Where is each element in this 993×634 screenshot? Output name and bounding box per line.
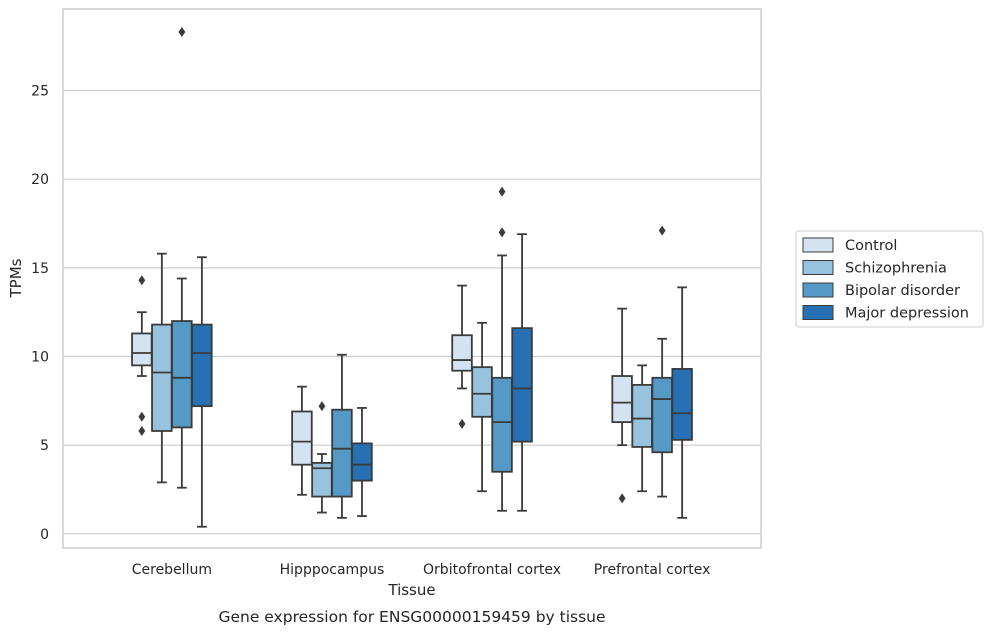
- chart-caption: Gene expression for ENSG00000159459 by t…: [218, 608, 605, 626]
- box-bipolar-disorder: [331, 353, 353, 519]
- box-schizophrenia: [151, 252, 173, 484]
- iqr-box: [671, 368, 693, 441]
- legend: Control Schizophrenia Bipolar disorder Majo…: [795, 230, 984, 328]
- iqr-box: [491, 376, 513, 473]
- legend-swatch: [802, 260, 834, 275]
- y-tick-label: 15: [31, 261, 49, 277]
- x-axis-title: Tissue: [387, 581, 435, 599]
- iqr-box: [471, 366, 493, 418]
- iqr-box: [611, 375, 633, 424]
- outlier-point: [318, 401, 326, 412]
- box-major-depression: [511, 233, 533, 512]
- plot-frame: [62, 8, 762, 549]
- iqr-box: [171, 320, 193, 429]
- iqr-box: [331, 408, 353, 498]
- legend-swatch: [802, 282, 834, 298]
- outlier-point: [618, 493, 626, 504]
- outlier-point: [138, 275, 146, 286]
- legend-swatch: [802, 305, 834, 320]
- iqr-box: [651, 376, 673, 454]
- y-tick-label: 5: [40, 438, 49, 454]
- box-bipolar-disorder: [491, 186, 513, 512]
- plot-background: [63, 9, 761, 548]
- iqr-box: [291, 410, 313, 466]
- legend-frame: [795, 230, 984, 328]
- box-control: [291, 385, 313, 496]
- legend-label: Schizophrenia: [845, 261, 947, 277]
- y-tick-labels: 0 5 10 15 20 25: [31, 84, 49, 543]
- iqr-box: [191, 323, 213, 408]
- outlier-point: [658, 225, 666, 236]
- box-major-depression: [351, 407, 373, 517]
- box-groups: [131, 27, 693, 528]
- y-tick-label: 10: [31, 350, 49, 366]
- iqr-box: [451, 334, 473, 372]
- x-tick-label: Cerebellum: [132, 562, 212, 578]
- y-tick-label: 20: [31, 172, 49, 188]
- box-control: [451, 284, 473, 429]
- legend-swatch: [802, 237, 834, 253]
- iqr-box: [631, 383, 653, 448]
- outlier-point: [458, 418, 466, 429]
- outlier-point: [498, 186, 506, 197]
- iqr-box: [351, 442, 373, 482]
- iqr-box: [151, 323, 173, 432]
- x-tick-label: Hipppocampus: [280, 562, 385, 578]
- y-axis-title: TPMs: [7, 258, 25, 298]
- outlier-point: [178, 27, 186, 38]
- y-tick-label: 0: [40, 527, 49, 543]
- outlier-point: [138, 425, 146, 436]
- iqr-box: [131, 332, 153, 367]
- legend-label: Major depression: [845, 306, 969, 322]
- box-control: [131, 275, 153, 436]
- outlier-point: [498, 227, 506, 238]
- outlier-point: [138, 411, 146, 422]
- y-tick-label: 25: [31, 84, 49, 100]
- box-control: [611, 307, 633, 504]
- box-major-depression: [191, 256, 213, 528]
- box-major-depression: [671, 286, 693, 519]
- x-tick-label: Prefrontal cortex: [594, 562, 711, 578]
- x-tick-label: Orbitofrontal cortex: [423, 562, 561, 578]
- iqr-box: [511, 327, 533, 443]
- x-tick-labels: Cerebellum Hipppocampus Orbitofrontal cort…: [132, 562, 711, 578]
- legend-label: Control: [845, 238, 897, 254]
- legend-label: Bipolar disorder: [845, 283, 960, 299]
